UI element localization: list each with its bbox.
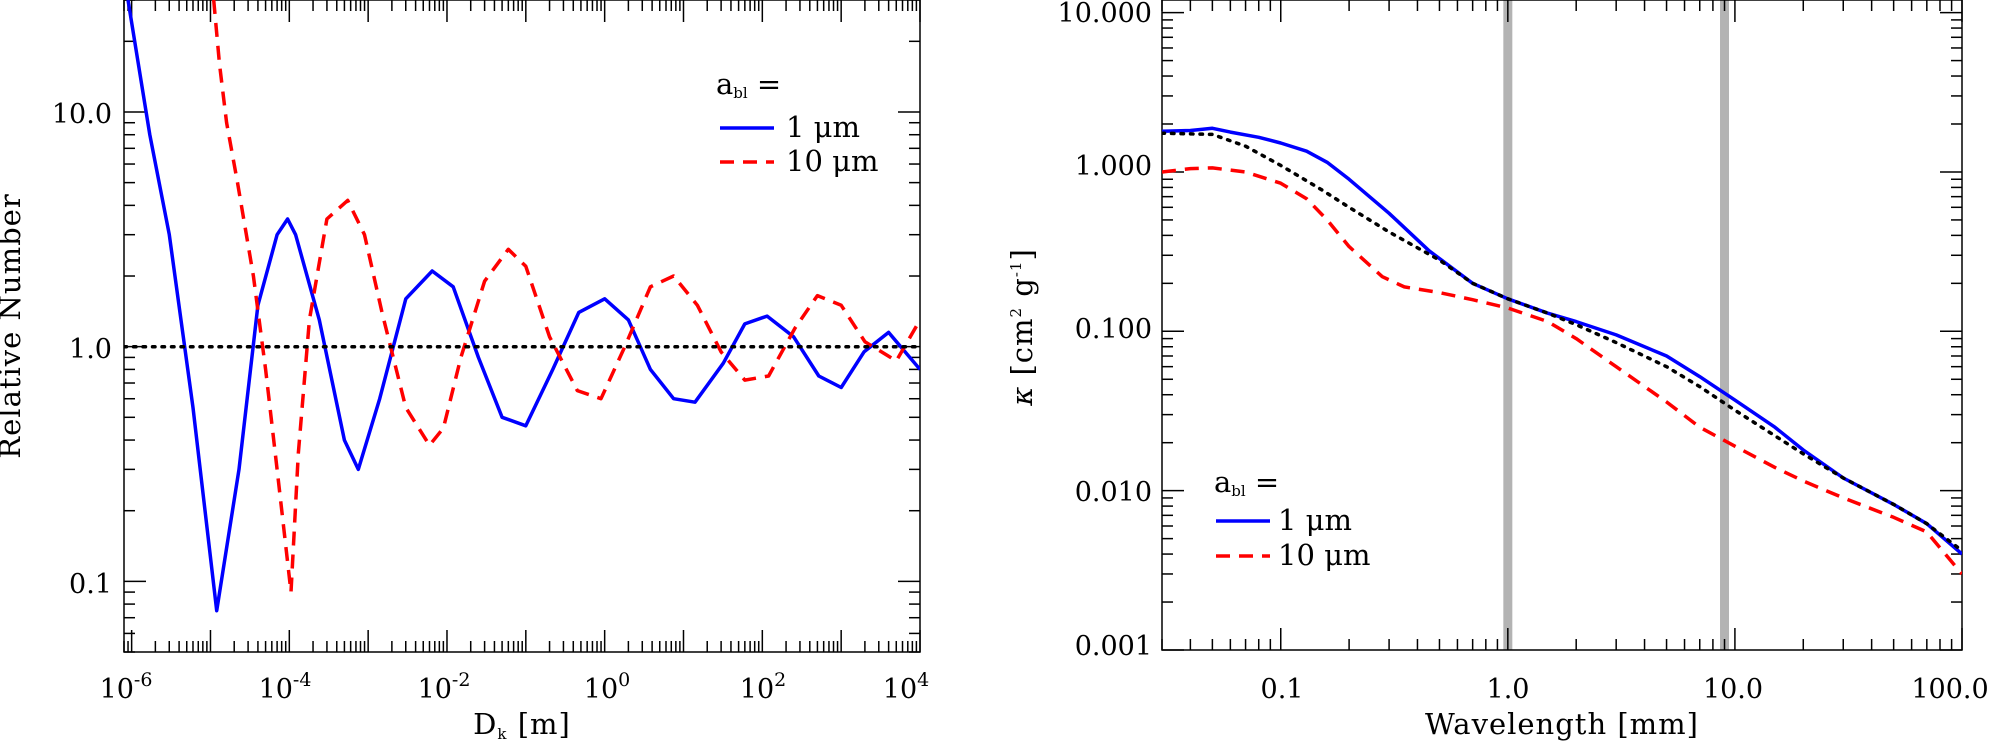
- right-x-tick-label-0-1: 0.1: [1261, 674, 1304, 705]
- right-y-tick-label-0-1: 0.100: [1075, 314, 1152, 345]
- left-x-tick-label-1e0: 100: [584, 669, 630, 705]
- left-x-axis-title: Dk [m]: [473, 707, 571, 742]
- left-chart: 10.0 1.0 0.1 10-6 10-4 10-2 100 102 104 …: [0, 0, 929, 742]
- left-x-tick-label-1e-4: 10-4: [259, 669, 312, 705]
- right-series-group: [1162, 126, 1962, 576]
- left-y-tick-label-0-1: 0.1: [69, 569, 112, 600]
- right-y-tick-label-1: 1.000: [1075, 151, 1152, 182]
- right-x-tick-label-100: 100.0: [1911, 674, 1988, 705]
- left-legend-label-1um: 1 μm: [786, 110, 860, 144]
- left-x-tick-label-1e-2: 10-2: [418, 669, 471, 705]
- right-minor-ticks: [1161, 0, 1963, 651]
- right-vertical-lines: [1503, 0, 1730, 650]
- right-series-10um-line: [1162, 166, 1962, 576]
- right-x-tick-label-10: 10.0: [1703, 674, 1763, 705]
- left-series-10um-line: [211, 0, 920, 594]
- left-y-axis-title: Relative Number: [0, 193, 27, 458]
- right-legend: abl = 1 μm 10 μm: [1214, 465, 1370, 572]
- right-y-tick-label-10: 10.000: [1058, 0, 1152, 29]
- right-legend-label-10um: 10 μm: [1278, 538, 1370, 572]
- left-minor-ticks: [123, 0, 921, 653]
- right-x-axis-title: Wavelength [mm]: [1425, 707, 1699, 741]
- right-chart: 10.000 1.000 0.100 0.010 0.001 0.1 1.0 1…: [1005, 0, 1989, 741]
- left-legend: abl = 1 μm 10 μm: [716, 67, 878, 178]
- left-y-tick-label-1: 1.0: [69, 334, 112, 365]
- right-x-tick-label-1: 1.0: [1487, 674, 1530, 705]
- right-y-tick-label-0-01: 0.010: [1075, 477, 1152, 508]
- right-series-reference-line: [1162, 131, 1962, 553]
- left-y-tick-label-10: 10.0: [52, 99, 112, 130]
- right-series-1um-line: [1162, 126, 1962, 556]
- right-plot-frame: [1161, 0, 1963, 651]
- left-x-tick-label-1e4: 104: [883, 669, 929, 705]
- right-legend-label-1um: 1 μm: [1278, 503, 1352, 537]
- left-plot-frame: [123, 0, 921, 653]
- left-legend-label-10um: 10 μm: [786, 144, 878, 178]
- left-series-group: [124, 0, 920, 613]
- left-legend-title: abl =: [716, 67, 781, 102]
- right-y-tick-label-0-001: 0.001: [1075, 631, 1152, 662]
- left-series-1um-line: [126, 0, 920, 613]
- left-x-tick-label-1e2: 102: [740, 669, 786, 705]
- right-y-axis-title: κ [cm2 g-1]: [1005, 248, 1039, 407]
- right-legend-title: abl =: [1214, 465, 1279, 500]
- left-x-tick-label-1e-6: 10-6: [100, 669, 153, 705]
